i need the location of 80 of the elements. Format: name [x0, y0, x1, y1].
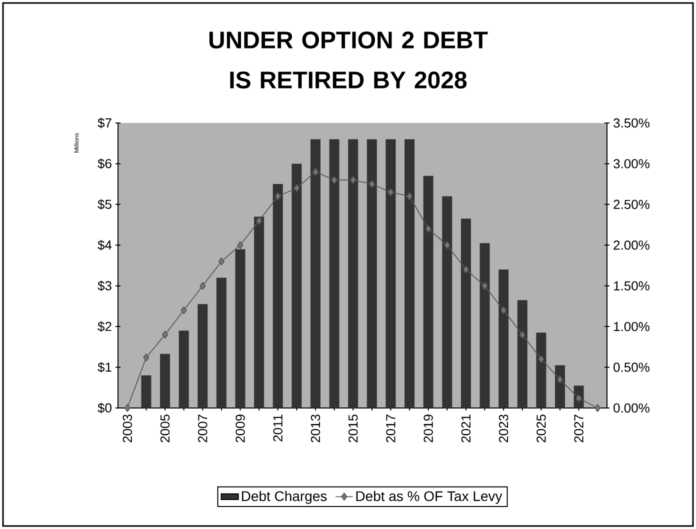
y-tick-label: $5 — [98, 199, 112, 210]
x-tick-label: 2025 — [536, 414, 546, 442]
point — [124, 404, 130, 412]
bar — [198, 304, 208, 408]
bar — [310, 139, 320, 408]
bar — [329, 139, 340, 408]
y-tick-label: $7 — [98, 118, 112, 128]
point — [294, 184, 300, 192]
point — [594, 404, 601, 412]
bar — [423, 176, 434, 408]
point — [556, 376, 564, 384]
y2-tick-label: 1.00% — [614, 322, 650, 332]
bar — [216, 278, 226, 408]
x-tick-label: 2027 — [574, 414, 584, 442]
chart-title: UNDER OPTION 2 DEBT IS RETIRED BY 2028 — [209, 32, 488, 88]
y2-tick-label: 1.50% — [614, 281, 650, 290]
y2-tick-label: 0.00% — [614, 403, 650, 413]
point — [331, 176, 338, 184]
bar — [348, 139, 358, 408]
bar — [178, 330, 189, 408]
point — [519, 330, 526, 339]
point — [462, 266, 470, 274]
point — [256, 216, 262, 225]
point — [180, 306, 187, 314]
point — [368, 180, 375, 188]
legend-label: Debt as % OF Tax Levy — [356, 490, 502, 504]
bar — [386, 139, 396, 408]
bar — [404, 139, 415, 408]
x-tick-label: 2015 — [348, 414, 358, 442]
point — [200, 282, 206, 290]
point — [312, 168, 319, 176]
point — [350, 176, 356, 184]
bar — [272, 184, 283, 408]
y-tick-label: $1 — [98, 362, 112, 373]
x-tick-label: 2023 — [498, 414, 508, 442]
y2-tick-label: 3.50% — [614, 118, 650, 128]
x-tick-label: 2017 — [386, 414, 396, 442]
bar — [498, 270, 509, 408]
y-tick-label: $4 — [98, 240, 112, 250]
x-tick-label: 2021 — [461, 414, 471, 442]
y2-tick-label: 2.00% — [614, 240, 650, 250]
x-tick-label: 2019 — [424, 414, 433, 442]
bar — [235, 249, 246, 408]
bar — [141, 375, 152, 408]
point — [143, 354, 150, 362]
y-tick-label: $3 — [98, 280, 112, 292]
point — [388, 188, 394, 196]
bar — [480, 243, 490, 408]
point — [538, 355, 544, 364]
y-tick-label: $6 — [98, 158, 112, 169]
point — [425, 224, 432, 233]
point — [218, 257, 225, 266]
bar — [442, 196, 452, 408]
x-tick-label: 2005 — [160, 414, 170, 442]
y-tick-label: $0 — [98, 402, 112, 414]
point — [482, 282, 488, 290]
x-tick-label: 2013 — [310, 414, 320, 442]
point — [162, 330, 168, 339]
point — [500, 306, 507, 314]
y-tick-label: $2 — [98, 321, 112, 332]
point — [274, 192, 281, 200]
y2-tick-label: 0.50% — [614, 362, 650, 372]
bar — [517, 300, 528, 408]
bar — [254, 216, 264, 408]
x-tick-label: 2009 — [236, 414, 245, 442]
x-tick-label: 2011 — [273, 414, 282, 442]
x-tick-label: 2003 — [122, 414, 132, 442]
bar — [292, 164, 302, 408]
y2-tick-label: 3.00% — [614, 159, 650, 168]
bar — [366, 139, 377, 408]
bar — [460, 218, 471, 408]
point — [406, 192, 413, 200]
bar — [536, 332, 546, 408]
legend-label: Debt Charges — [242, 490, 327, 504]
y2-tick-label: 2.50% — [614, 200, 650, 210]
bar — [160, 354, 170, 408]
point — [237, 241, 244, 250]
point — [444, 241, 450, 250]
bar — [554, 365, 565, 408]
x-tick-label: 2007 — [198, 414, 208, 442]
